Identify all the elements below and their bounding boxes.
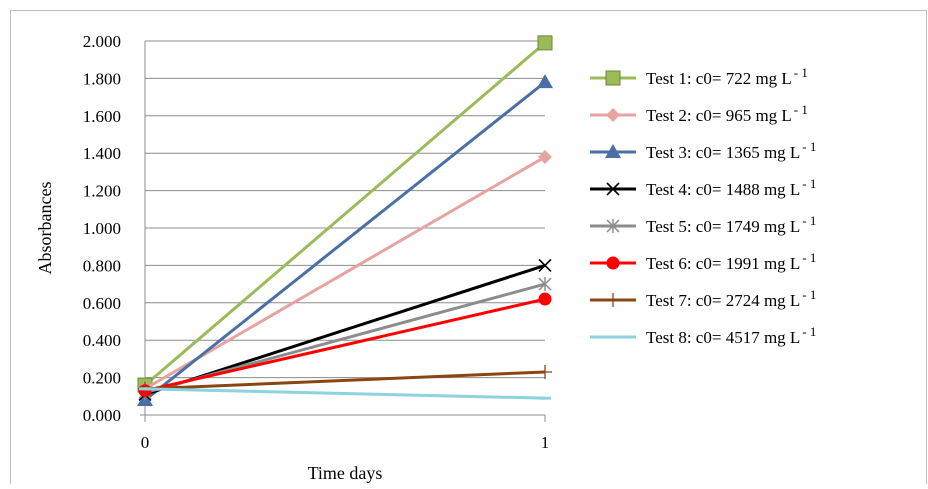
legend-marker: [606, 182, 620, 196]
data-point: [538, 364, 552, 379]
data-point: [537, 35, 553, 51]
legend-label: Test 5: c0= 1749 mg L- 1: [646, 213, 816, 236]
data-point: [538, 277, 552, 292]
legend-label-superscript: - 1: [802, 287, 816, 302]
legend-item-6: Test 6: c0= 1991 mg L- 1: [590, 250, 816, 273]
series-lines: [137, 35, 553, 407]
legend-label-superscript: - 1: [802, 176, 816, 191]
legend-marker: [606, 256, 620, 270]
series-1: [137, 35, 553, 393]
legend-label-superscript: - 1: [802, 324, 816, 339]
series-line: [144, 263, 546, 396]
legend-label-superscript: - 1: [802, 139, 816, 154]
legend-label: Test 3: c0= 1365 mg L- 1: [646, 139, 816, 162]
legend-item-8: Test 8: c0= 4517 mg L- 1: [590, 324, 816, 347]
legend-label: Test 8: c0= 4517 mg L- 1: [646, 324, 816, 347]
legend-label-superscript: - 1: [802, 213, 816, 228]
marker-stroke: [606, 182, 620, 196]
legend-item-4: Test 4: c0= 1488 mg L- 1: [590, 176, 816, 199]
legend-marker: [605, 70, 621, 86]
y-tick-label: 1.000: [83, 219, 121, 238]
legend-marker: [605, 144, 621, 158]
y-tick-label: 0.800: [83, 256, 121, 275]
legend-label-superscript: - 1: [794, 102, 808, 117]
y-tick-label: 1.800: [83, 69, 121, 88]
series-8: [139, 387, 551, 400]
x-tick-label: 1: [541, 433, 550, 452]
y-tick-label: 2.000: [83, 32, 121, 51]
y-tick-label: 0.400: [83, 331, 121, 350]
legend-label: Test 7: c0= 2724 mg L- 1: [646, 287, 816, 310]
y-tick-label: 1.200: [83, 182, 121, 201]
x-axis-title: Time days: [308, 463, 383, 483]
legend-item-3: Test 3: c0= 1365 mg L- 1: [590, 139, 816, 162]
y-tick-label: 1.400: [83, 144, 121, 163]
data-point: [538, 258, 552, 272]
y-tick-label: 0.600: [83, 294, 121, 313]
series-line: [144, 370, 546, 391]
y-tick-label: 0.000: [83, 406, 121, 425]
y-tick-label: 0.200: [83, 369, 121, 388]
marker-stroke: [538, 258, 552, 272]
series-line: [144, 80, 546, 402]
series-line: [144, 387, 546, 400]
legend-label-superscript: - 1: [794, 65, 808, 80]
legend-marker: [606, 293, 620, 307]
data-point: [538, 149, 552, 164]
chart-frame: [10, 10, 927, 489]
legend-label-superscript: - 1: [802, 250, 816, 265]
data-point: [537, 74, 553, 89]
legend-label: Test 6: c0= 1991 mg L- 1: [646, 250, 816, 273]
series-line: [144, 41, 546, 387]
legend-label: Test 4: c0= 1488 mg L- 1: [646, 176, 816, 199]
legend-item-5: Test 5: c0= 1749 mg L- 1: [590, 213, 816, 236]
legend-item-2: Test 2: c0= 965 mg L- 1: [590, 102, 808, 125]
series-line: [144, 297, 546, 393]
x-tick-label: 0: [141, 433, 150, 452]
y-axis-title: Absorbances: [35, 182, 55, 275]
axes: 0.000 0.200 0.400 0.600 0.800 1.000 1.200 1.400…: [35, 32, 549, 483]
y-tick-label: 1.600: [83, 107, 121, 126]
series-line: [144, 155, 546, 391]
legend: Test 1: c0= 722 mg L- 1 Test 2: c0= 965 m…: [590, 65, 816, 347]
legend-item-7: Test 7: c0= 2724 mg L- 1: [590, 287, 816, 310]
data-point: [538, 292, 552, 306]
legend-marker: [606, 108, 620, 122]
legend-label: Test 2: c0= 965 mg L- 1: [646, 102, 808, 125]
legend-item-1: Test 1: c0= 722 mg L- 1: [590, 65, 808, 88]
legend-marker: [606, 219, 620, 233]
legend-label: Test 1: c0= 722 mg L- 1: [646, 65, 808, 88]
